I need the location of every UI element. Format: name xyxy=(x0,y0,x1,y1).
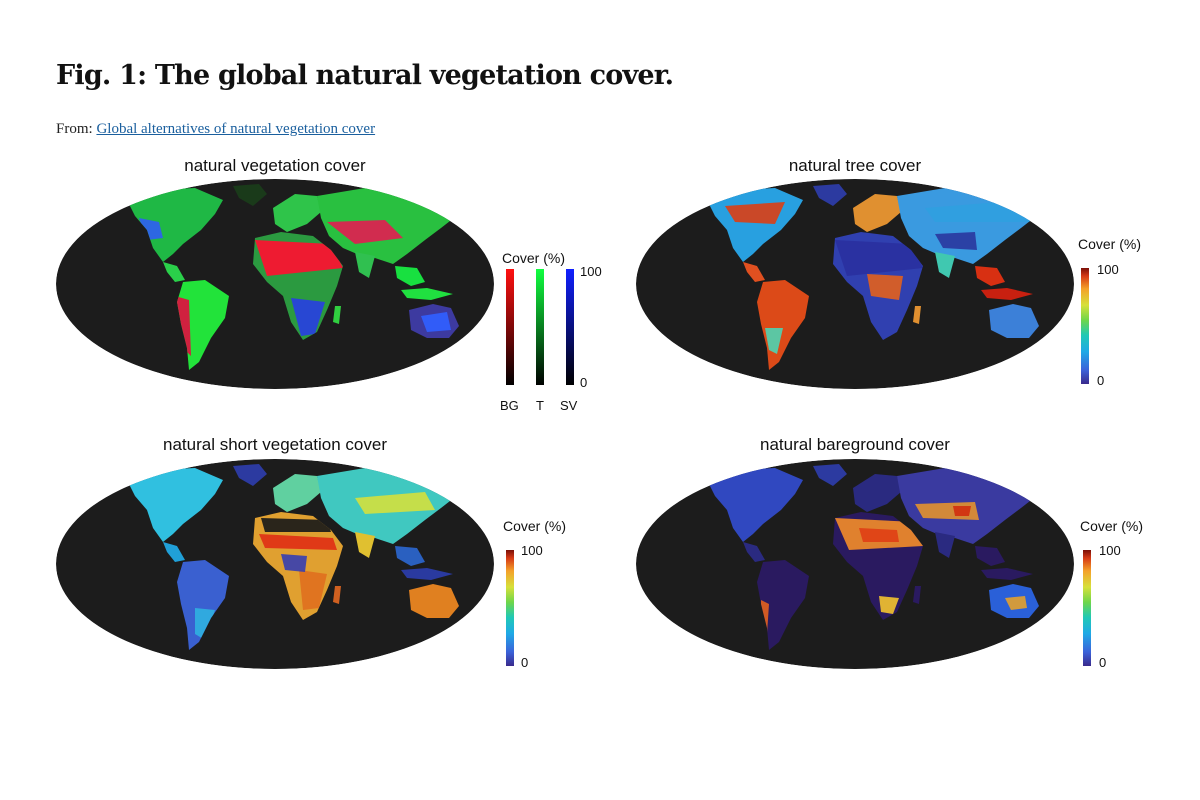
continent-central-america xyxy=(743,262,765,282)
cover-region xyxy=(725,202,785,224)
continent-india xyxy=(935,532,955,558)
short-vegetation-colorbar-max: 100 xyxy=(521,543,543,558)
cover-region xyxy=(281,554,307,572)
continent-europe xyxy=(853,194,901,232)
continent-europe xyxy=(273,474,321,512)
source-article-link[interactable]: Global alternatives of natural vegetatio… xyxy=(96,121,376,137)
continent-south-america xyxy=(757,560,809,650)
continent-north-america xyxy=(127,468,223,542)
continent-se-asia xyxy=(975,266,1005,286)
tree-colorbar-max: 100 xyxy=(1097,262,1119,277)
continent-indonesia xyxy=(981,288,1033,300)
cover-region xyxy=(953,506,971,516)
continent-central-america xyxy=(163,542,185,562)
channel-label-bg: BG xyxy=(500,398,519,413)
continent-india xyxy=(355,252,375,278)
continent-central-america xyxy=(163,262,185,282)
cover-region xyxy=(291,298,325,336)
short-vegetation-colorbar-min: 0 xyxy=(521,655,529,670)
continent-greenland xyxy=(813,464,847,486)
cover-region xyxy=(879,596,899,614)
tree-colorbar-title: Cover (%) xyxy=(1078,236,1142,252)
vegetation-cover-map xyxy=(56,179,494,389)
bareground-colorbar-max: 100 xyxy=(1099,543,1121,558)
continent-europe xyxy=(273,194,321,232)
channel-label-t: T xyxy=(536,398,544,413)
continent-madagascar xyxy=(333,306,341,324)
continent-india xyxy=(935,252,955,278)
rgb-legend-max: 100 xyxy=(580,264,602,279)
cover-region xyxy=(299,570,327,610)
continent-australia xyxy=(409,584,459,618)
panel-title-vegetation: natural vegetation cover xyxy=(184,156,366,175)
cover-region xyxy=(867,274,903,300)
panel-title-short-vegetation: natural short vegetation cover xyxy=(163,435,387,454)
cover-region xyxy=(1005,596,1027,610)
short-vegetation-channel-bar xyxy=(566,269,574,385)
tree-colorbar xyxy=(1081,268,1089,384)
cover-region xyxy=(421,312,451,332)
continent-greenland xyxy=(813,184,847,206)
cover-region xyxy=(835,240,923,276)
cover-region xyxy=(765,328,783,354)
figure-title: Fig. 1: The global natural vegetation co… xyxy=(56,60,674,91)
cover-region xyxy=(859,528,899,542)
channel-label-sv: SV xyxy=(560,398,578,413)
continent-europe xyxy=(853,474,901,512)
continent-indonesia xyxy=(401,288,453,300)
bareground-colorbar-min: 0 xyxy=(1099,655,1107,670)
bareground-colorbar xyxy=(1083,550,1091,666)
tree-colorbar-min: 0 xyxy=(1097,373,1105,388)
continent-se-asia xyxy=(395,546,425,566)
cover-region xyxy=(255,240,343,276)
cover-region xyxy=(195,608,215,640)
bareground-channel-bar xyxy=(506,269,514,385)
rgb-legend-title: Cover (%) xyxy=(502,250,566,266)
panel-title-tree: natural tree cover xyxy=(788,156,922,175)
short-vegetation-colorbar-title: Cover (%) xyxy=(503,518,567,534)
source-line: From: Global alternatives of natural veg… xyxy=(56,121,375,138)
cover-region xyxy=(935,232,977,250)
continent-indonesia xyxy=(401,568,453,580)
continent-madagascar xyxy=(913,306,921,324)
continent-madagascar xyxy=(333,586,341,604)
continent-greenland xyxy=(233,184,267,206)
rgb-legend-min: 0 xyxy=(580,375,588,390)
continent-central-america xyxy=(743,542,765,562)
continent-north-america xyxy=(707,468,803,542)
short-vegetation-cover-map xyxy=(56,459,494,669)
from-label: From: xyxy=(56,121,93,137)
cover-region xyxy=(327,220,403,244)
continent-indonesia xyxy=(981,568,1033,580)
continent-india xyxy=(355,532,375,558)
continent-north-america xyxy=(127,188,223,262)
continent-se-asia xyxy=(975,546,1005,566)
cover-region xyxy=(355,492,435,514)
continent-south-america xyxy=(177,560,229,650)
cover-region xyxy=(261,518,331,532)
continent-se-asia xyxy=(395,266,425,286)
tree-channel-bar xyxy=(536,269,544,385)
cover-region xyxy=(259,534,337,550)
cover-region xyxy=(175,296,191,356)
bareground-colorbar-title: Cover (%) xyxy=(1080,518,1144,534)
panel-title-bareground: natural bareground cover xyxy=(760,435,950,454)
continent-greenland xyxy=(233,464,267,486)
tree-cover-map xyxy=(636,179,1074,389)
short-vegetation-colorbar xyxy=(506,550,514,666)
continent-australia xyxy=(989,304,1039,338)
continent-madagascar xyxy=(913,586,921,604)
bareground-cover-map xyxy=(636,459,1074,669)
